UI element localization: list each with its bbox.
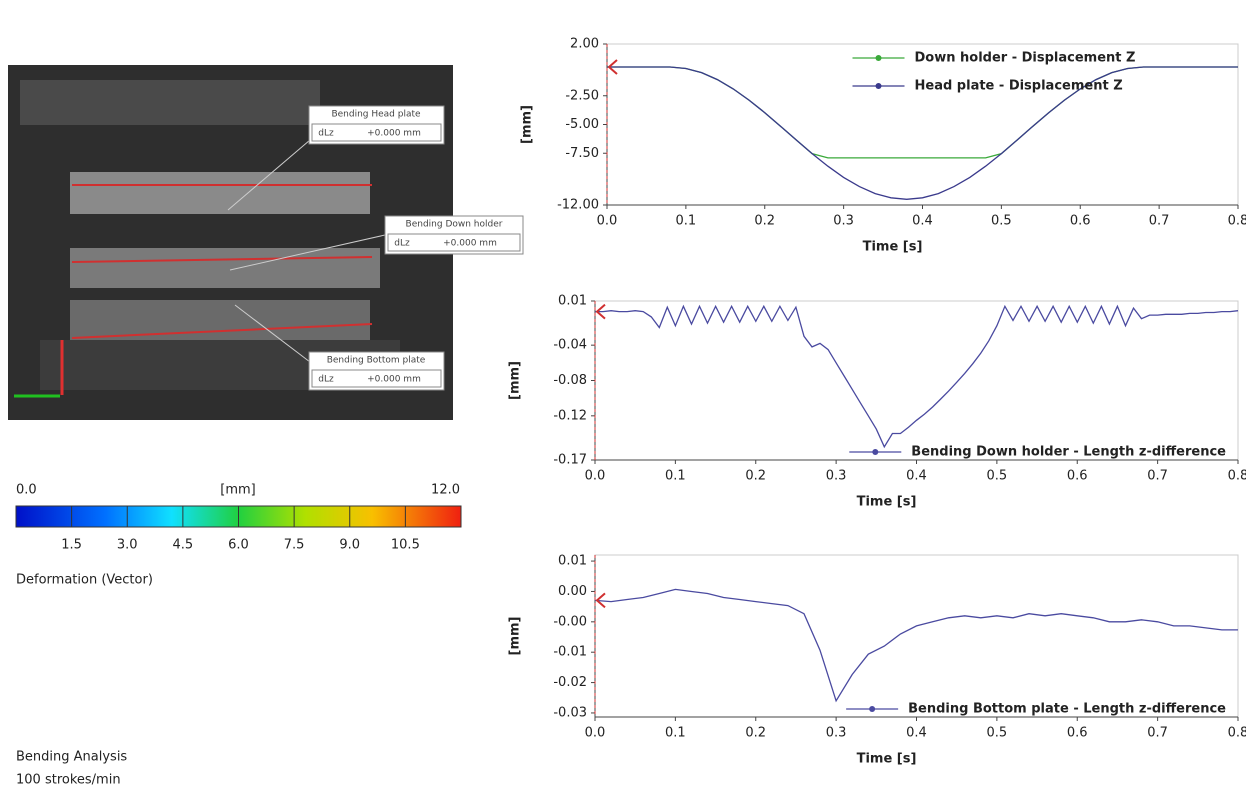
x-tick-label: 0.3 [826,469,847,484]
y-axis-label: [mm] [520,105,535,144]
series-line [594,588,1238,703]
plot-area [594,554,1239,718]
y-tick-label: 0.01 [558,294,587,309]
x-tick-label: 0.1 [676,214,697,229]
x-tick-label: 0.7 [1147,469,1168,484]
footer-line: Bending Analysis [16,750,127,765]
callout-value: +0.000 mm [367,129,421,139]
legend-dot [869,706,876,712]
colorbar-tick-label: 1.5 [61,538,82,553]
y-tick-label: -7.50 [565,146,599,161]
x-tick-label: 0.6 [1067,726,1088,741]
callout-value: +0.000 mm [443,239,497,249]
x-tick-label: 0.8 [1228,214,1246,229]
x-tick-label: 0.5 [987,726,1008,741]
callout-title: Bending Down holder [406,220,503,230]
y-axis-label: [mm] [508,617,523,656]
y-tick-label: -0.08 [553,373,587,388]
legend-dot [875,83,882,89]
callout-field: dLz [318,375,334,385]
cursor-marker [595,592,606,609]
y-tick-label: 2.00 [570,37,599,52]
y-tick-label: -0.02 [553,675,587,690]
callout-field: dLz [318,129,334,139]
x-tick-label: 0.3 [833,214,854,229]
x-tick-label: 0.6 [1067,469,1088,484]
callout: Bending Head plate dLz +0.000 mm [308,105,445,145]
x-tick-label: 0.3 [826,726,847,741]
series-line [595,304,1239,449]
y-tick-label: -0.17 [553,453,587,468]
y-tick-label: -2.50 [565,88,599,103]
colorbar-tick-label: 10.5 [391,538,420,553]
y-tick-label: 0.00 [558,584,587,599]
y-tick-label: -0.04 [553,338,587,353]
callout-value: +0.000 mm [367,375,421,385]
cursor-marker [607,59,618,75]
x-tick-label: 0.6 [1070,214,1091,229]
colorbar-caption: Deformation (Vector) [16,573,153,588]
colorbar-tick-label: 6.0 [228,538,249,553]
x-tick-label: 0.7 [1149,214,1170,229]
legend-dot [875,55,882,61]
x-axis-label: Time [s] [857,752,917,767]
x-tick-label: 0.8 [1228,469,1246,484]
x-axis-label: Time [s] [857,495,917,510]
colorbar-tick-label: 7.5 [284,538,305,553]
x-tick-label: 0.4 [912,214,933,229]
plot-area [606,43,1239,206]
callout-field: dLz [394,239,410,249]
x-tick-label: 0.2 [745,726,766,741]
callout: Bending Down holder dLz +0.000 mm [384,215,524,255]
x-tick-label: 0.4 [906,726,927,741]
legend-label: Bending Down holder - Length z-differenc… [911,445,1226,460]
y-tick-label: -0.00 [553,614,587,629]
x-tick-label: 0.1 [665,469,686,484]
y-tick-label: -0.01 [553,645,587,660]
legend-dot [872,449,879,455]
x-axis-label: Time [s] [863,240,923,255]
legend-label: Down holder - Displacement Z [915,51,1136,66]
y-tick-label: -5.00 [565,117,599,132]
callout: Bending Bottom plate dLz +0.000 mm [308,351,445,391]
x-tick-label: 0.8 [1228,726,1246,741]
series-line [607,66,1238,200]
cursor-marker [595,303,606,320]
y-tick-label: -0.03 [553,705,587,720]
colorbar-tick-label: 3.0 [117,538,138,553]
y-axis-label: [mm] [508,361,523,400]
legend-label: Bending Bottom plate - Length z-differen… [908,702,1226,717]
x-tick-label: 0.7 [1147,726,1168,741]
y-tick-label: 0.01 [558,554,587,569]
x-tick-label: 0.1 [665,726,686,741]
x-tick-label: 0.4 [906,469,927,484]
colorbar-tick-label: 9.0 [339,538,360,553]
colorbar-tick-label: 4.5 [173,538,194,553]
colorbar-max: 12.0 [431,483,460,498]
x-tick-label: 0.2 [754,214,775,229]
x-tick-label: 0.2 [745,469,766,484]
callout-title: Bending Head plate [331,110,421,120]
x-tick-label: 0.5 [987,469,1008,484]
y-tick-label: -0.12 [553,408,587,423]
x-tick-label: 0.0 [585,469,606,484]
colorbar-min: 0.0 [16,483,37,498]
colorbar-unit: [mm] [220,483,255,498]
x-tick-label: 0.0 [597,214,618,229]
callout-title: Bending Bottom plate [327,356,426,366]
x-tick-label: 0.0 [585,726,606,741]
legend-label: Head plate - Displacement Z [915,79,1123,94]
colorbar-ticks: 1.5 3.0 4.5 6.0 7.5 9.0 10.5 [61,506,420,553]
footer-line: 100 strokes/min [16,773,121,788]
y-tick-label: -12.00 [557,198,599,213]
x-tick-label: 0.5 [991,214,1012,229]
